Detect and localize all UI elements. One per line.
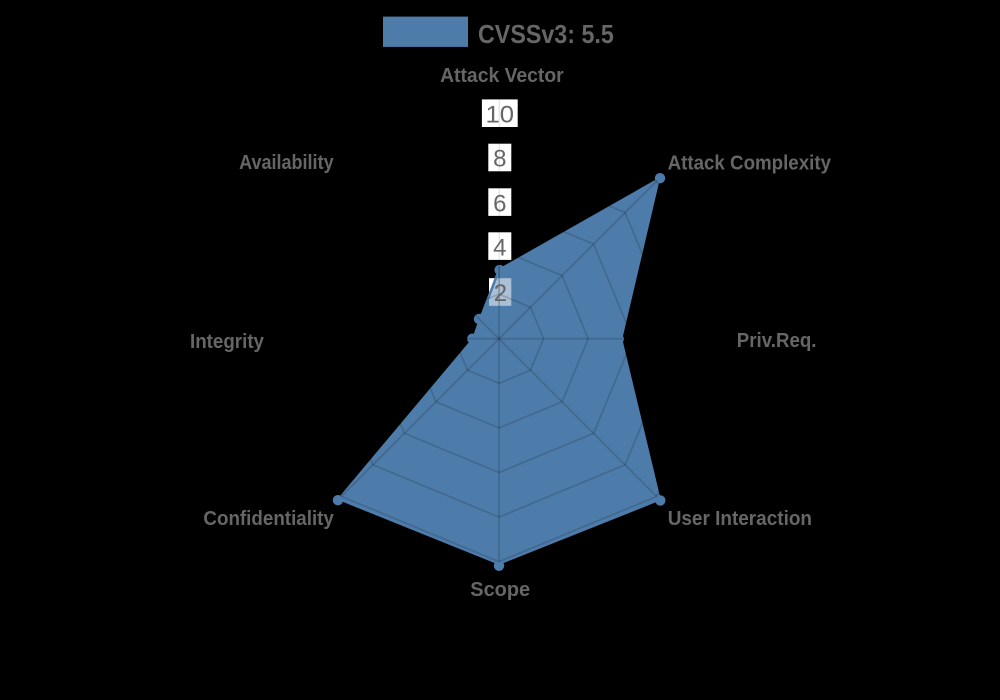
svg-text:6: 6 xyxy=(493,190,506,217)
svg-text:Priv.Req.: Priv.Req. xyxy=(737,330,817,352)
svg-text:2: 2 xyxy=(494,280,507,307)
svg-text:8: 8 xyxy=(493,146,506,173)
svg-text:Confidentiality: Confidentiality xyxy=(203,508,334,530)
svg-text:User Interaction: User Interaction xyxy=(668,508,812,530)
svg-text:CVSSv3: 5.5: CVSSv3: 5.5 xyxy=(478,19,614,49)
svg-text:Integrity: Integrity xyxy=(190,331,265,353)
svg-text:Availability: Availability xyxy=(239,152,334,174)
svg-text:4: 4 xyxy=(493,234,506,261)
svg-text:10: 10 xyxy=(486,101,515,128)
svg-text:Scope: Scope xyxy=(470,579,530,601)
svg-text:Attack Complexity: Attack Complexity xyxy=(668,152,832,174)
svg-text:Attack Vector: Attack Vector xyxy=(440,65,564,87)
